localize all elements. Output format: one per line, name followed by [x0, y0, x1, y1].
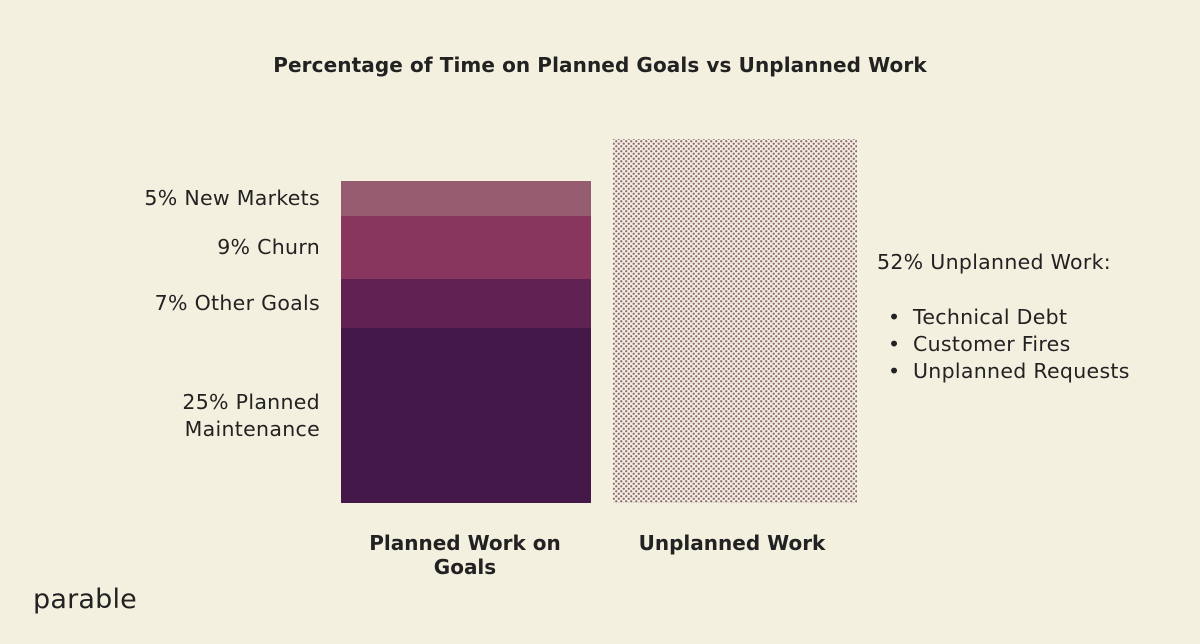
planned-segment-bar: [341, 181, 591, 216]
x-label-planned: Planned Work on Goals: [369, 531, 561, 579]
bullet-icon: •: [888, 332, 901, 356]
unplanned-item-label: Unplanned Requests: [913, 359, 1130, 383]
unplanned-item: • Unplanned Requests: [888, 358, 1130, 385]
bars-group: [341, 139, 857, 503]
bullet-icon: •: [888, 305, 901, 329]
unplanned-items-list: • Technical Debt • Customer Fires • Unplann…: [888, 304, 1130, 385]
segment-label: 9% Churn: [217, 235, 320, 259]
unplanned-item: • Technical Debt: [888, 304, 1130, 331]
planned-segment-bar: [341, 328, 591, 503]
planned-segment-bar: [341, 216, 591, 279]
x-label-unplanned: Unplanned Work: [638, 531, 826, 555]
segment-label: 7% Other Goals: [154, 291, 320, 315]
segment-label: 5% New Markets: [144, 186, 320, 210]
unplanned-bar: [613, 139, 857, 503]
segment-label: 25% Planned Maintenance: [182, 389, 320, 441]
unplanned-item: • Customer Fires: [888, 331, 1130, 358]
unplanned-note: 52% Unplanned Work:: [877, 250, 1111, 274]
bullet-icon: •: [888, 359, 901, 383]
unplanned-item-label: Technical Debt: [913, 305, 1068, 329]
chart-title: Percentage of Time on Planned Goals vs U…: [273, 53, 927, 77]
brand-logo: parable: [33, 584, 137, 615]
planned-segment-bar: [341, 279, 591, 328]
unplanned-item-label: Customer Fires: [913, 332, 1071, 356]
